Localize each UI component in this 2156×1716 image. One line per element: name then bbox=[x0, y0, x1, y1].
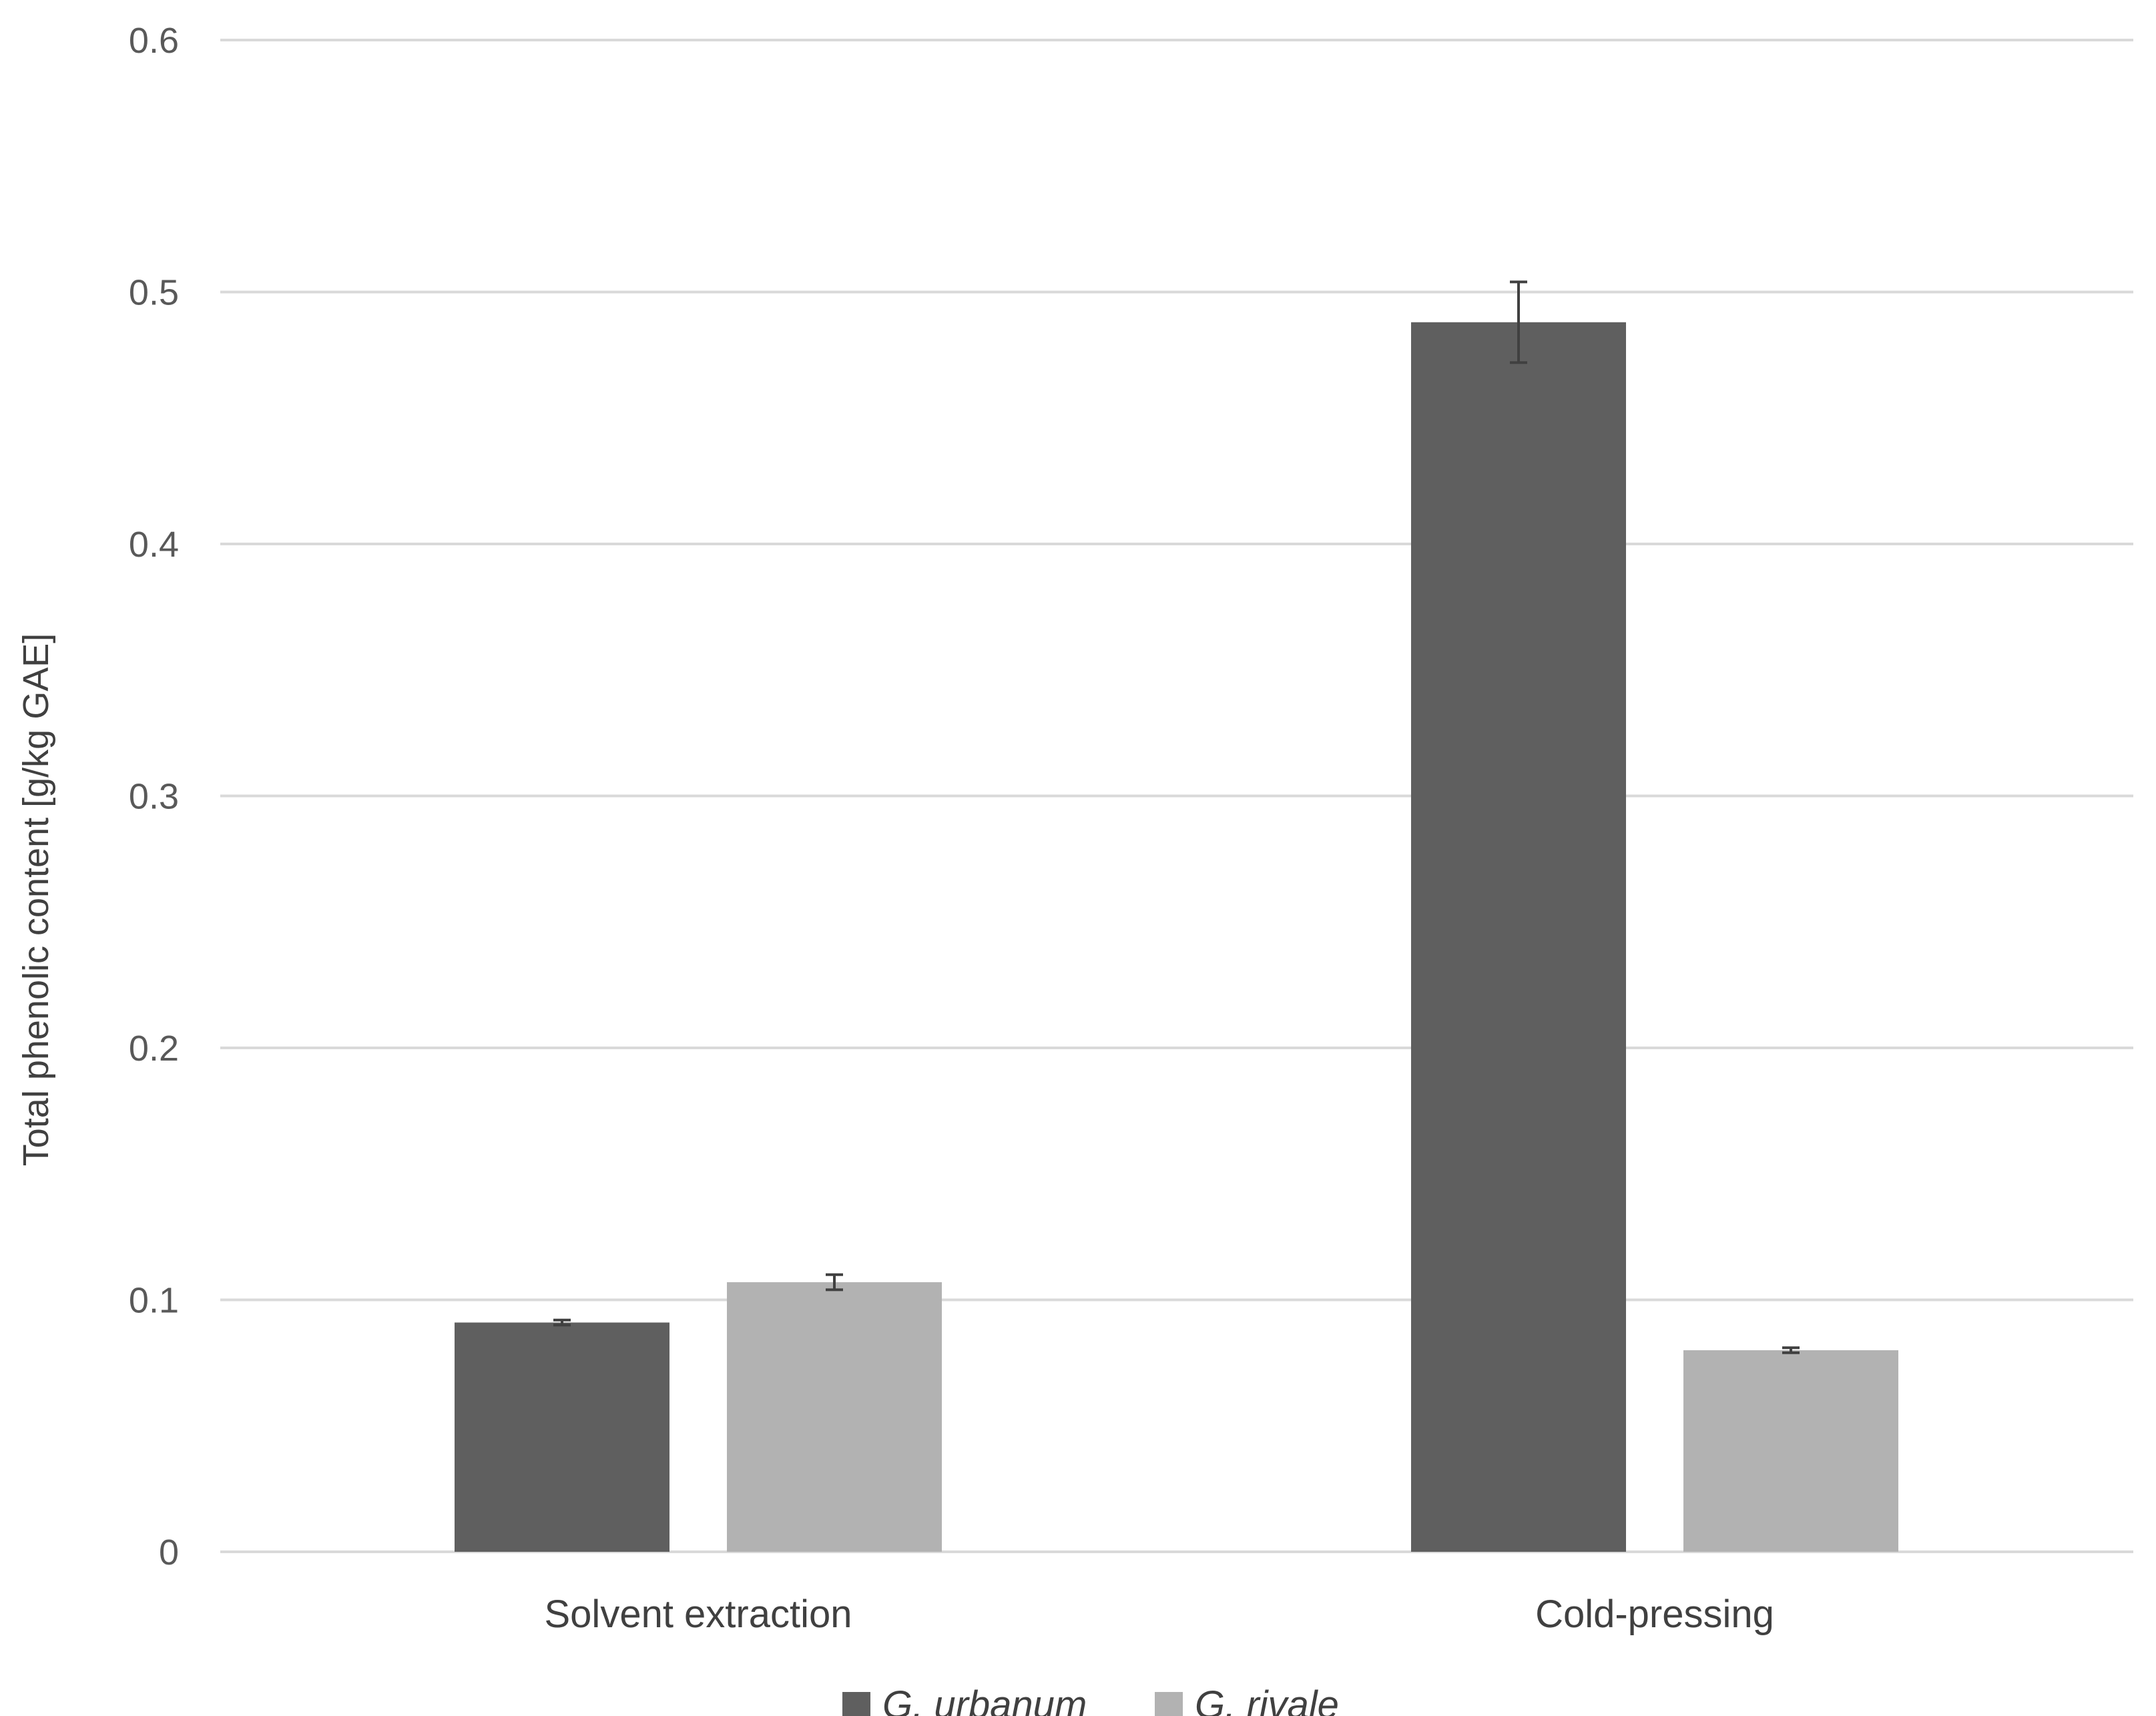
y-tick-label: 0.3 bbox=[129, 777, 179, 817]
bar-g-rivale-1 bbox=[1683, 1350, 1898, 1552]
bars bbox=[455, 322, 1898, 1552]
error-bars bbox=[553, 280, 1800, 1354]
legend: G. urbanum G. rivale bbox=[842, 1683, 1339, 1716]
x-axis-categories: Solvent extraction Cold-pressing bbox=[544, 1593, 1774, 1636]
bar-g-rivale-0 bbox=[727, 1282, 942, 1552]
error-bar bbox=[826, 1273, 843, 1292]
error-bar bbox=[1782, 1346, 1800, 1354]
y-tick-label: 0 bbox=[159, 1532, 179, 1572]
y-tick-label: 0.1 bbox=[129, 1281, 179, 1321]
legend-swatch bbox=[1155, 1692, 1183, 1716]
legend-label: G. urbanum bbox=[882, 1683, 1087, 1716]
y-tick-label: 0.5 bbox=[129, 273, 179, 313]
bar-g-urbanum-0 bbox=[455, 1322, 669, 1552]
x-category-label: Cold-pressing bbox=[1535, 1593, 1774, 1636]
y-axis-ticks: 0 0.1 0.2 0.3 0.4 0.5 0.6 bbox=[129, 21, 179, 1572]
y-tick-label: 0.2 bbox=[129, 1029, 179, 1069]
legend-label: G. rivale bbox=[1195, 1683, 1339, 1716]
y-tick-label: 0.6 bbox=[129, 21, 179, 61]
y-axis-title: Total phenolic content [g/kg GAE] bbox=[16, 633, 56, 1166]
x-category-label: Solvent extraction bbox=[544, 1593, 852, 1636]
y-tick-label: 0.4 bbox=[129, 525, 179, 565]
error-bar bbox=[1510, 280, 1527, 364]
bar-g-urbanum-1 bbox=[1411, 322, 1626, 1552]
legend-item: G. rivale bbox=[1155, 1683, 1339, 1716]
legend-swatch bbox=[842, 1692, 870, 1716]
gridlines bbox=[220, 39, 2133, 1553]
legend-item: G. urbanum bbox=[842, 1683, 1087, 1716]
error-bar bbox=[553, 1318, 571, 1327]
